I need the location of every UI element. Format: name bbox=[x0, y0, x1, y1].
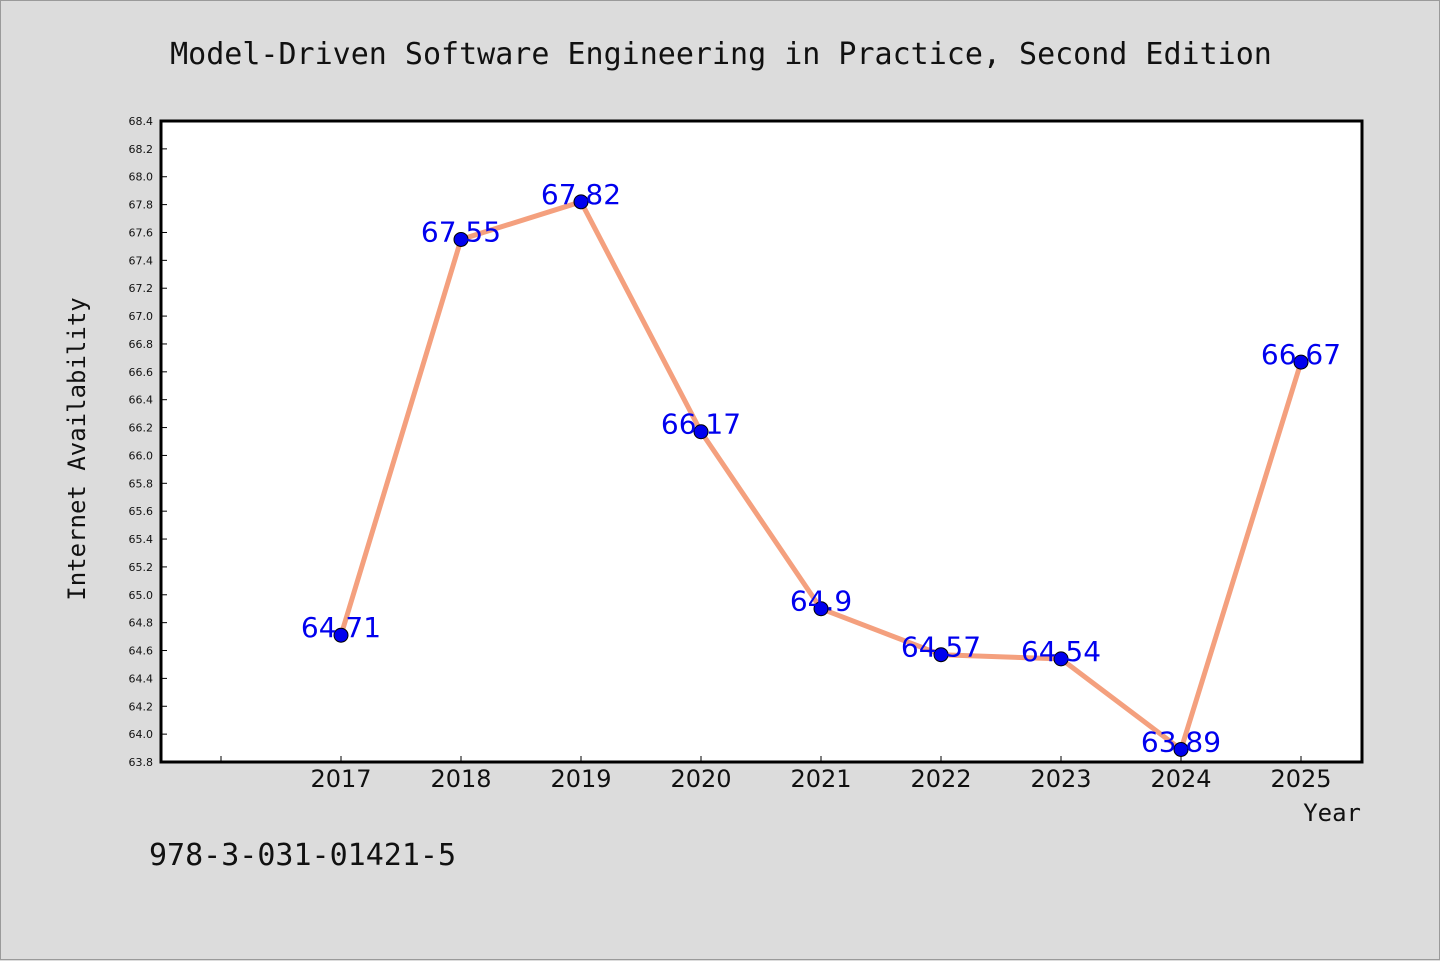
data-label: 64.71 bbox=[301, 611, 381, 644]
y-tick-label: 65.4 bbox=[129, 533, 154, 546]
x-tick-label: 2019 bbox=[550, 765, 611, 793]
data-label: 63.89 bbox=[1141, 725, 1221, 758]
data-point-marker bbox=[813, 601, 829, 617]
y-tick-label: 68.2 bbox=[129, 143, 154, 156]
data-point-marker bbox=[1293, 354, 1309, 370]
y-tick-label: 68.4 bbox=[129, 115, 154, 128]
y-tick-label: 65.6 bbox=[129, 505, 154, 518]
data-label: 67.82 bbox=[541, 178, 621, 211]
plot-area bbox=[159, 119, 1364, 764]
data-point-marker bbox=[1053, 651, 1069, 667]
y-tick-label: 66.4 bbox=[129, 394, 154, 407]
data-point-marker bbox=[333, 627, 349, 643]
x-tick-label: 2021 bbox=[790, 765, 851, 793]
data-point-marker bbox=[453, 231, 469, 247]
x-tick-label: 2025 bbox=[1270, 765, 1331, 793]
x-tick-label: 2022 bbox=[910, 765, 971, 793]
y-tick-label: 66.2 bbox=[129, 422, 154, 435]
y-tick-label: 67.4 bbox=[129, 254, 154, 267]
chart-title: Model-Driven Software Engineering in Pra… bbox=[170, 37, 1272, 72]
x-axis-label: Year bbox=[1303, 799, 1361, 827]
x-tick-label: 2023 bbox=[1030, 765, 1091, 793]
y-tick-label: 65.2 bbox=[129, 561, 154, 574]
data-label: 64.54 bbox=[1021, 635, 1101, 668]
data-point-marker bbox=[573, 194, 589, 210]
y-tick-label: 67.6 bbox=[129, 226, 154, 239]
y-tick-label: 67.2 bbox=[129, 282, 154, 295]
y-tick-label: 64.2 bbox=[129, 700, 154, 713]
data-label: 64.9 bbox=[790, 585, 852, 618]
y-tick-label: 66.6 bbox=[129, 366, 154, 379]
data-labels-group: 64.71 67.55 67.82 66.17 64.9 64.57 64.54 63.89 6… bbox=[301, 178, 1341, 759]
x-tick-label: 2024 bbox=[1150, 765, 1211, 793]
data-label: 66.67 bbox=[1261, 338, 1341, 371]
y-axis-label: Internet Availability bbox=[63, 297, 91, 600]
y-tick-label: 65.8 bbox=[129, 477, 154, 490]
y-tick-label: 63.8 bbox=[129, 756, 154, 769]
x-tick-label: 2018 bbox=[430, 765, 491, 793]
y-tick-label: 67.0 bbox=[129, 310, 154, 323]
x-axis-ticks: 2017 2018 2019 2020 2021 2022 2023 2024 2025 bbox=[220, 756, 1332, 793]
data-label: 64.57 bbox=[901, 631, 981, 664]
data-point-marker bbox=[693, 424, 709, 440]
y-tick-label: 64.4 bbox=[129, 672, 154, 685]
x-tick-label: 2017 bbox=[310, 765, 371, 793]
isbn-text: 978-3-031-01421-5 bbox=[149, 838, 456, 873]
x-tick-label: 2020 bbox=[670, 765, 731, 793]
y-tick-label: 66.8 bbox=[129, 338, 154, 351]
y-tick-label: 64.6 bbox=[129, 645, 154, 658]
y-tick-label: 64.8 bbox=[129, 617, 154, 630]
data-label: 67.55 bbox=[421, 215, 501, 248]
data-point-marker bbox=[933, 647, 949, 663]
markers-group bbox=[333, 194, 1309, 757]
data-point-marker bbox=[1173, 741, 1189, 757]
y-tick-label: 68.0 bbox=[129, 171, 154, 184]
y-tick-label: 64.0 bbox=[129, 728, 154, 741]
y-tick-label: 67.8 bbox=[129, 199, 154, 212]
data-label: 66.17 bbox=[661, 408, 741, 441]
y-tick-label: 66.0 bbox=[129, 449, 154, 462]
y-axis-ticks: 63.8 64.0 64.2 64.4 64.6 64.8 65.0 65.2 65.4 65.6… bbox=[129, 115, 167, 769]
y-tick-label: 65.0 bbox=[129, 589, 154, 602]
